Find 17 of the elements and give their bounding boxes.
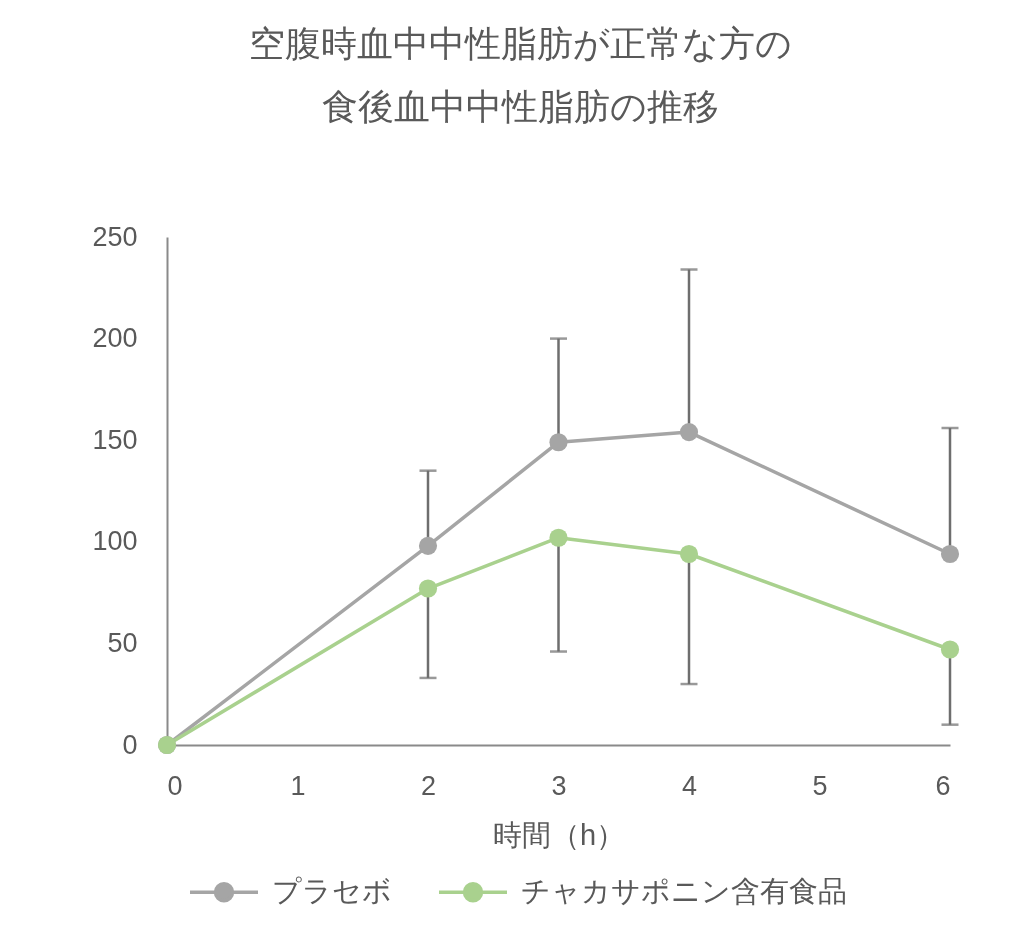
y-tick-label: 50 xyxy=(107,627,138,658)
y-tick-label: 100 xyxy=(92,526,138,557)
x-tick-label: 6 xyxy=(935,770,951,801)
x-tick-label: 0 xyxy=(167,770,183,801)
x-tick-label: 5 xyxy=(812,770,828,801)
x-tick-label: 1 xyxy=(290,770,306,801)
x-tick-label: 3 xyxy=(551,770,567,801)
y-tick-label: 0 xyxy=(122,729,138,760)
legend-label: プラセボ xyxy=(272,875,392,908)
chart-title: 空腹時血中中性脂肪が正常な方の食後血中中性脂肪の推移 xyxy=(249,23,792,127)
y-tick-label: 150 xyxy=(92,424,138,455)
legend-label: チャカサポニン含有食品 xyxy=(521,875,847,908)
x-tick-label: 4 xyxy=(681,770,698,801)
y-tick-label: 250 xyxy=(92,221,138,252)
x-tick-label: 2 xyxy=(420,770,437,801)
y-tick-label: 200 xyxy=(92,323,138,354)
x-axis-title: 時間（h） xyxy=(492,818,626,851)
